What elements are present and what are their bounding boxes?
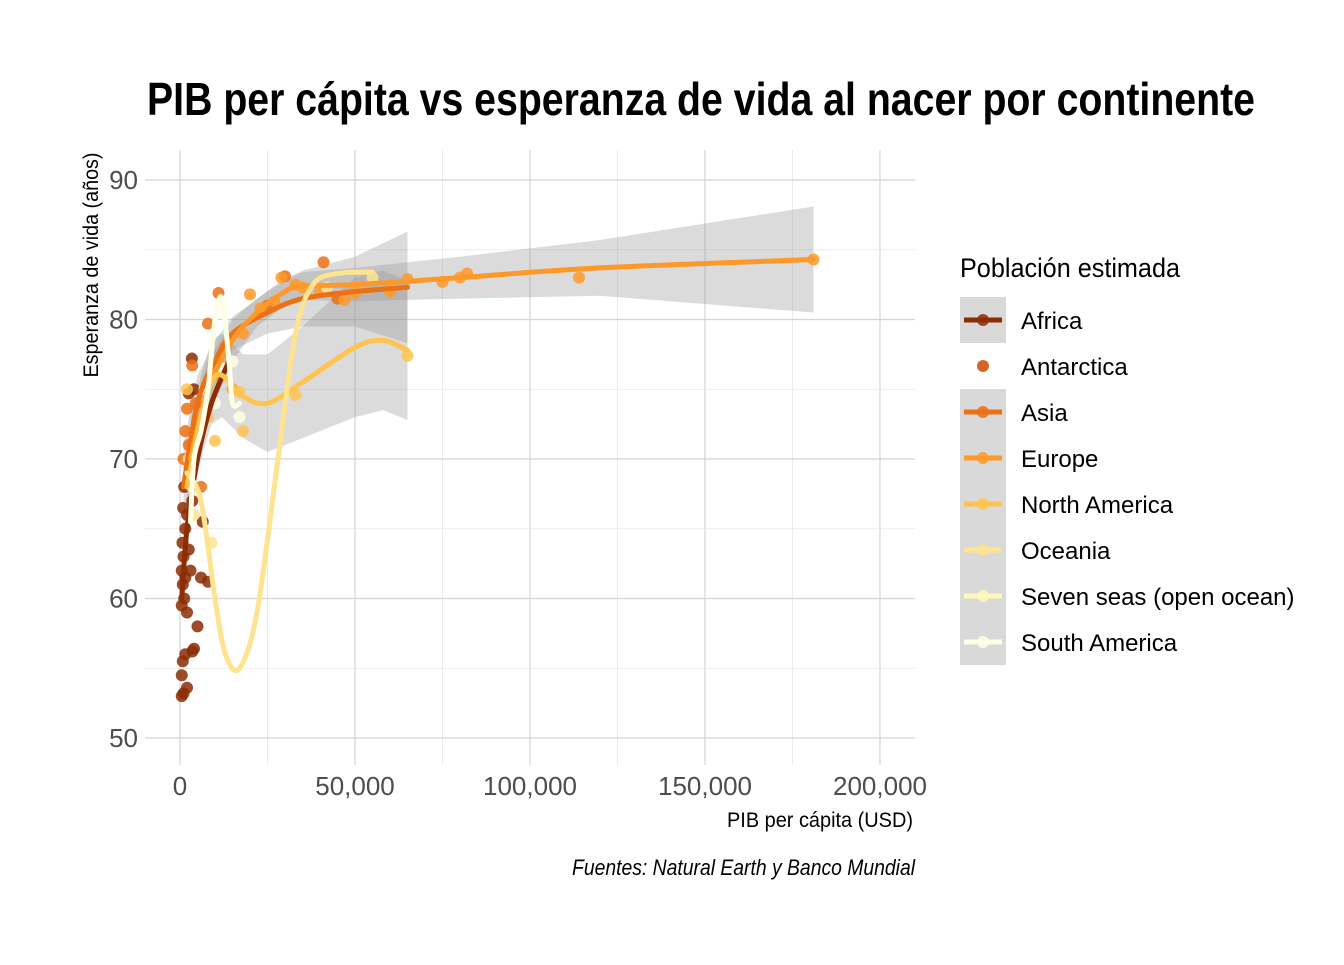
legend-item: Seven seas (open ocean) — [960, 573, 1295, 619]
data-point — [175, 669, 188, 682]
data-point — [188, 642, 200, 655]
legend-key-point — [977, 314, 989, 326]
data-point — [177, 501, 190, 514]
legend-label: North America — [1021, 492, 1174, 519]
x-tick-label: 0 — [173, 771, 187, 801]
legend-label: Antarctica — [1021, 354, 1128, 381]
legend-label: Seven seas (open ocean) — [1021, 584, 1295, 611]
legend-item: Oceania — [960, 527, 1111, 573]
legend-label: Africa — [1021, 308, 1083, 335]
legend-title: Población estimada — [960, 253, 1181, 283]
confidence-band — [183, 231, 408, 529]
x-axis-title: PIB per cápita (USD) — [727, 809, 913, 832]
legend-label: Asia — [1021, 400, 1068, 427]
x-tick-label: 150,000 — [658, 771, 752, 801]
legend-label: South America — [1021, 630, 1178, 657]
data-point — [573, 271, 585, 284]
data-point — [181, 681, 193, 694]
y-tick-label: 80 — [109, 305, 138, 335]
data-point — [209, 434, 221, 447]
y-tick-label: 90 — [109, 165, 138, 195]
legend-item: Europe — [960, 435, 1098, 481]
data-point — [237, 425, 249, 438]
y-axis-title: Esperanza de vida (años) — [80, 153, 103, 378]
data-point — [181, 606, 193, 619]
smooth-line — [184, 269, 375, 674]
legend-label: Oceania — [1021, 538, 1111, 565]
legend-key-point — [977, 498, 989, 510]
legend-item: Antarctica — [977, 354, 1128, 381]
legend-key-point — [977, 590, 989, 602]
data-point — [233, 411, 246, 424]
smooth-line — [188, 294, 242, 525]
confidence-band — [190, 206, 814, 501]
legend-label: Europe — [1021, 446, 1098, 473]
legend-key-point — [977, 406, 989, 418]
data-point — [179, 425, 192, 438]
legend-item: Africa — [960, 297, 1083, 343]
legend-item: North America — [960, 481, 1174, 527]
caption: Fuentes: Natural Earth y Banco Mundial — [572, 855, 916, 880]
confidence-bands — [183, 206, 814, 529]
data-point — [338, 293, 351, 306]
legend-item: South America — [960, 619, 1178, 665]
data-point — [191, 620, 204, 633]
axis-ticks: 0 50,000 100,000 150,000 200,000 50 60 70 80 90 — [109, 165, 927, 801]
x-tick-label: 200,000 — [833, 771, 927, 801]
legend-key-point — [977, 544, 989, 556]
data-point — [401, 349, 414, 362]
chart-title: PIB per cápita vs esperanza de vida al n… — [147, 73, 1255, 125]
smooth-line — [188, 257, 816, 462]
x-tick-label: 50,000 — [315, 771, 395, 801]
legend: Africa Antarctica Asia Europe North America O… — [960, 297, 1295, 665]
y-tick-label: 70 — [109, 444, 138, 474]
data-point — [317, 256, 330, 269]
data-point — [184, 564, 197, 577]
legend-key-point — [977, 360, 989, 372]
data-point — [202, 317, 214, 330]
y-tick-label: 50 — [109, 723, 138, 753]
x-tick-label: 100,000 — [483, 771, 577, 801]
smooth-line — [179, 358, 232, 601]
data-point — [244, 288, 256, 301]
legend-item: Asia — [960, 389, 1068, 435]
data-point — [366, 271, 379, 284]
data-point — [181, 383, 193, 396]
smooth-lines — [179, 257, 816, 674]
data-point — [181, 402, 193, 415]
grid — [145, 150, 915, 765]
legend-key-point — [977, 452, 989, 464]
data-point — [275, 271, 288, 284]
legend-key-point — [977, 636, 989, 648]
data-point — [186, 359, 199, 372]
y-tick-label: 60 — [109, 584, 138, 614]
